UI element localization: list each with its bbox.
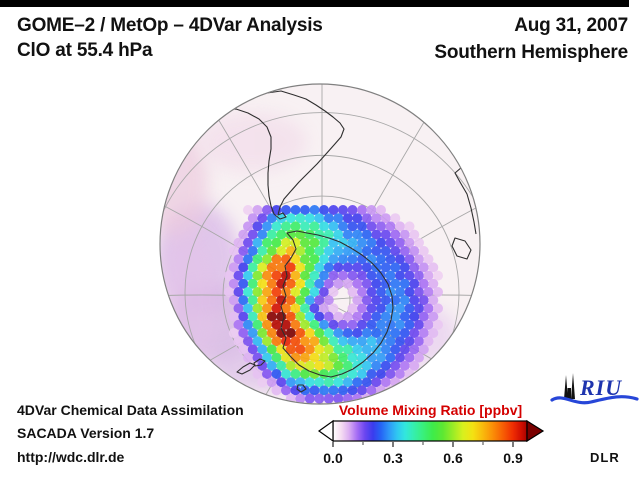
globe-outline	[159, 83, 481, 405]
colorbar-tick-label: 0.9	[503, 450, 523, 466]
colorbar-left-arrow	[317, 419, 334, 443]
clo-data-dots	[224, 205, 443, 404]
cathedral-spire-icon	[571, 373, 575, 399]
pressure-level-label: ClO at 55.4 hPa	[17, 40, 153, 61]
colorbar-tick-label: 0.6	[443, 450, 463, 466]
colorbar-gradient	[332, 420, 528, 442]
colorbar-title: Volume Mixing Ratio [ppbv]	[338, 402, 523, 418]
footer-assimilation-label: 4DVar Chemical Data Assimilation	[17, 402, 244, 418]
footer-version-label: SACADA Version 1.7	[17, 425, 155, 441]
riu-logo-text: RIU	[580, 375, 623, 400]
riu-logo	[550, 373, 639, 405]
top-black-bar	[0, 0, 629, 7]
dlr-logo-text: DLR	[590, 450, 620, 465]
colorbar-right-arrow	[526, 419, 545, 443]
coastline-small-island	[296, 384, 307, 393]
riu-wave-icon	[550, 395, 639, 405]
colorbar-tick-label: 0.0	[323, 450, 343, 466]
cathedral-spire-icon	[564, 375, 568, 399]
coastline-antarctica	[280, 230, 394, 378]
colorbar: 0.0 0.3 0.6 0.9	[317, 419, 545, 466]
coastline-south-america	[214, 90, 345, 220]
logo-area	[550, 373, 639, 405]
figure-title: GOME–2 / MetOp – 4DVar Analysis	[17, 15, 323, 36]
coastline-africa-south-piece	[451, 237, 472, 260]
coastline-new-zealand-north	[253, 358, 266, 367]
date-label: Aug 31, 2007	[514, 15, 628, 36]
colorbar-tick-label: 0.3	[383, 450, 403, 466]
hemisphere-label: Southern Hemisphere	[434, 42, 628, 63]
footer-url-label: http://wdc.dlr.de	[17, 449, 125, 465]
